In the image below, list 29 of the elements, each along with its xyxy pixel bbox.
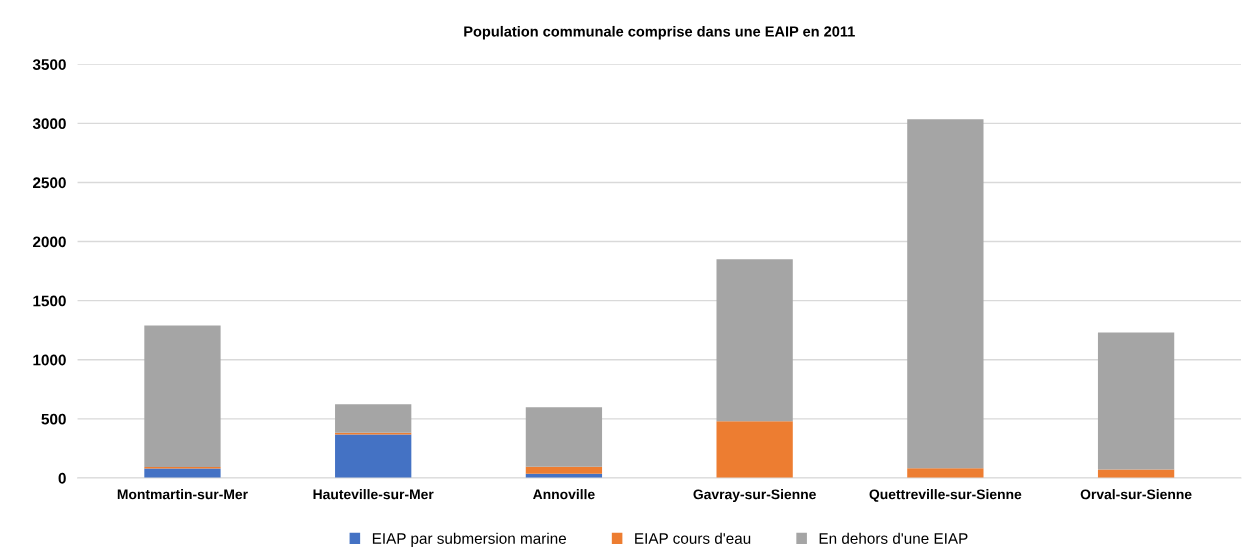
bar: [525, 407, 603, 467]
bar: [335, 434, 412, 478]
bar: [144, 468, 221, 478]
y-tick-label: 2500: [33, 177, 66, 189]
x-tick-label: Montmartin-sur-Mer: [117, 489, 248, 500]
bar: [907, 119, 984, 469]
legend-label: EIAP cours d'eau: [635, 532, 751, 544]
bar: [907, 468, 984, 478]
y-tick-label: 1000: [33, 354, 66, 366]
legend-label: En dehors d'une EIAP: [819, 532, 968, 544]
bar: [335, 404, 412, 433]
x-tick-label: Hauteville-sur-Mer: [313, 489, 434, 500]
bar: [144, 325, 221, 468]
x-tick-label: Annoville: [533, 489, 595, 500]
y-tick-label: 3500: [32, 59, 66, 70]
bar: [716, 421, 793, 478]
y-tick-label: 1500: [33, 295, 66, 307]
y-tick-label: 3000: [32, 118, 66, 130]
x-tick-label: Quettreville-sur-Sienne: [869, 489, 1022, 502]
chart-title: Population communale comprise dans une EAIP en 2011: [464, 25, 855, 40]
y-tick-label: 500: [41, 413, 66, 425]
y-tick-label: 0: [58, 472, 66, 484]
x-tick-label: Orval-sur-Sienne: [1080, 489, 1192, 500]
y-tick-label: 2000: [33, 236, 66, 248]
bar: [716, 259, 793, 422]
bar: [525, 466, 603, 474]
legend-label: EIAP par submersion marine: [372, 532, 567, 547]
x-tick-label: Gavray-sur-Sienne: [693, 489, 816, 502]
bar: [1097, 332, 1175, 470]
